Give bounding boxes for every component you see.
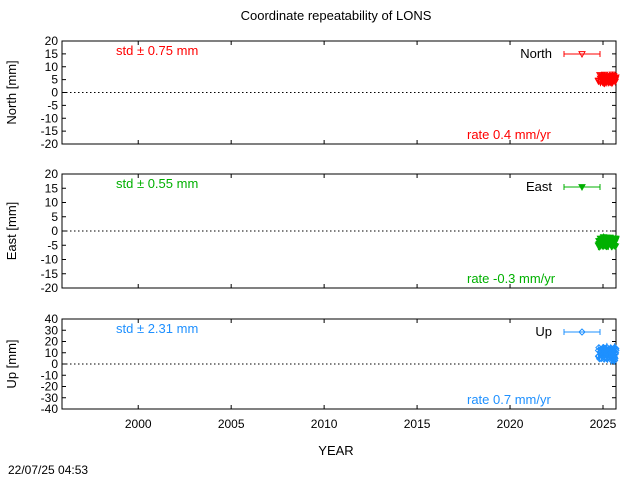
data-point [608, 80, 616, 88]
y-tick-label: -5 [47, 98, 58, 112]
x-tick-label: 2005 [218, 417, 245, 431]
x-tick-label: 2020 [497, 417, 524, 431]
timestamp: 22/07/25 04:53 [8, 463, 88, 477]
x-axis-label: YEAR [318, 443, 353, 458]
y-tick-label: 5 [51, 73, 58, 87]
y-tick-label: -10 [41, 111, 59, 125]
x-tick-label: 2015 [404, 417, 431, 431]
legend-marker [578, 51, 586, 59]
y-tick-label: 5 [51, 210, 58, 224]
y-tick-label: -15 [41, 124, 59, 138]
y-tick-label: 30 [45, 323, 59, 337]
y-tick-label: 10 [45, 346, 59, 360]
std-annotation: std ± 0.55 mm [116, 176, 198, 191]
chart-title: Coordinate repeatability of LONS [241, 8, 432, 23]
std-annotation: std ± 2.31 mm [116, 321, 198, 336]
data-point [597, 347, 605, 356]
y-tick-label: -10 [41, 368, 59, 382]
legend-marker [578, 328, 586, 336]
rate-annotation: rate -0.3 mm/yr [467, 271, 556, 286]
legend-label: Up [535, 324, 552, 339]
data-point [610, 344, 618, 353]
data-point [604, 77, 613, 85]
y-tick-label: 0 [51, 357, 58, 371]
y-tick-label: 0 [51, 224, 58, 238]
y-tick-label: 40 [45, 312, 59, 326]
data-point [600, 76, 609, 84]
data-series-up [594, 342, 620, 365]
data-point [600, 355, 608, 363]
data-point [610, 75, 619, 82]
x-tick-label: 2025 [590, 417, 617, 431]
rate-annotation: rate 0.4 mm/yr [467, 127, 551, 142]
y-tick-label: -10 [41, 253, 59, 267]
data-point [610, 353, 619, 361]
rate-annotation: rate 0.7 mm/yr [467, 392, 551, 407]
y-tick-label: -30 [41, 391, 59, 405]
y-tick-label: -20 [41, 380, 59, 394]
data-point [595, 238, 603, 246]
x-tick-labels: 2000 2005 2010 2015 2020 2025 [125, 417, 617, 431]
data-series-north [594, 71, 620, 88]
y-tick-label: 20 [45, 34, 59, 48]
y-tick-label: -5 [47, 238, 58, 252]
legend-label: East [526, 179, 552, 194]
y-tick-label: 15 [45, 181, 59, 195]
y-axis-label: North [mm] [4, 60, 19, 124]
data-series-east [594, 233, 620, 251]
y-tick-label: -20 [41, 137, 59, 151]
data-point [599, 242, 608, 250]
x-tick-label: 2000 [125, 417, 152, 431]
y-tick-label: 20 [45, 167, 59, 181]
y-tick-label: -20 [41, 281, 59, 295]
y-tick-label: -15 [41, 267, 59, 281]
y-tick-label: 15 [45, 47, 59, 61]
y-tick-label: 10 [45, 60, 59, 74]
y-axis-label: East [mm] [4, 202, 19, 261]
y-axis-label: Up [mm] [4, 339, 19, 388]
data-point [610, 356, 619, 365]
data-point [605, 350, 614, 359]
x-tick-label: 2010 [311, 417, 338, 431]
data-point [602, 237, 611, 245]
y-tick-label: 20 [45, 335, 59, 349]
y-tick-label: 10 [45, 196, 59, 210]
std-annotation: std ± 0.75 mm [116, 43, 198, 58]
y-tick-label: 0 [51, 86, 58, 100]
y-tick-label: -40 [41, 402, 59, 416]
legend-marker [578, 184, 586, 192]
legend-label: North [520, 46, 552, 61]
